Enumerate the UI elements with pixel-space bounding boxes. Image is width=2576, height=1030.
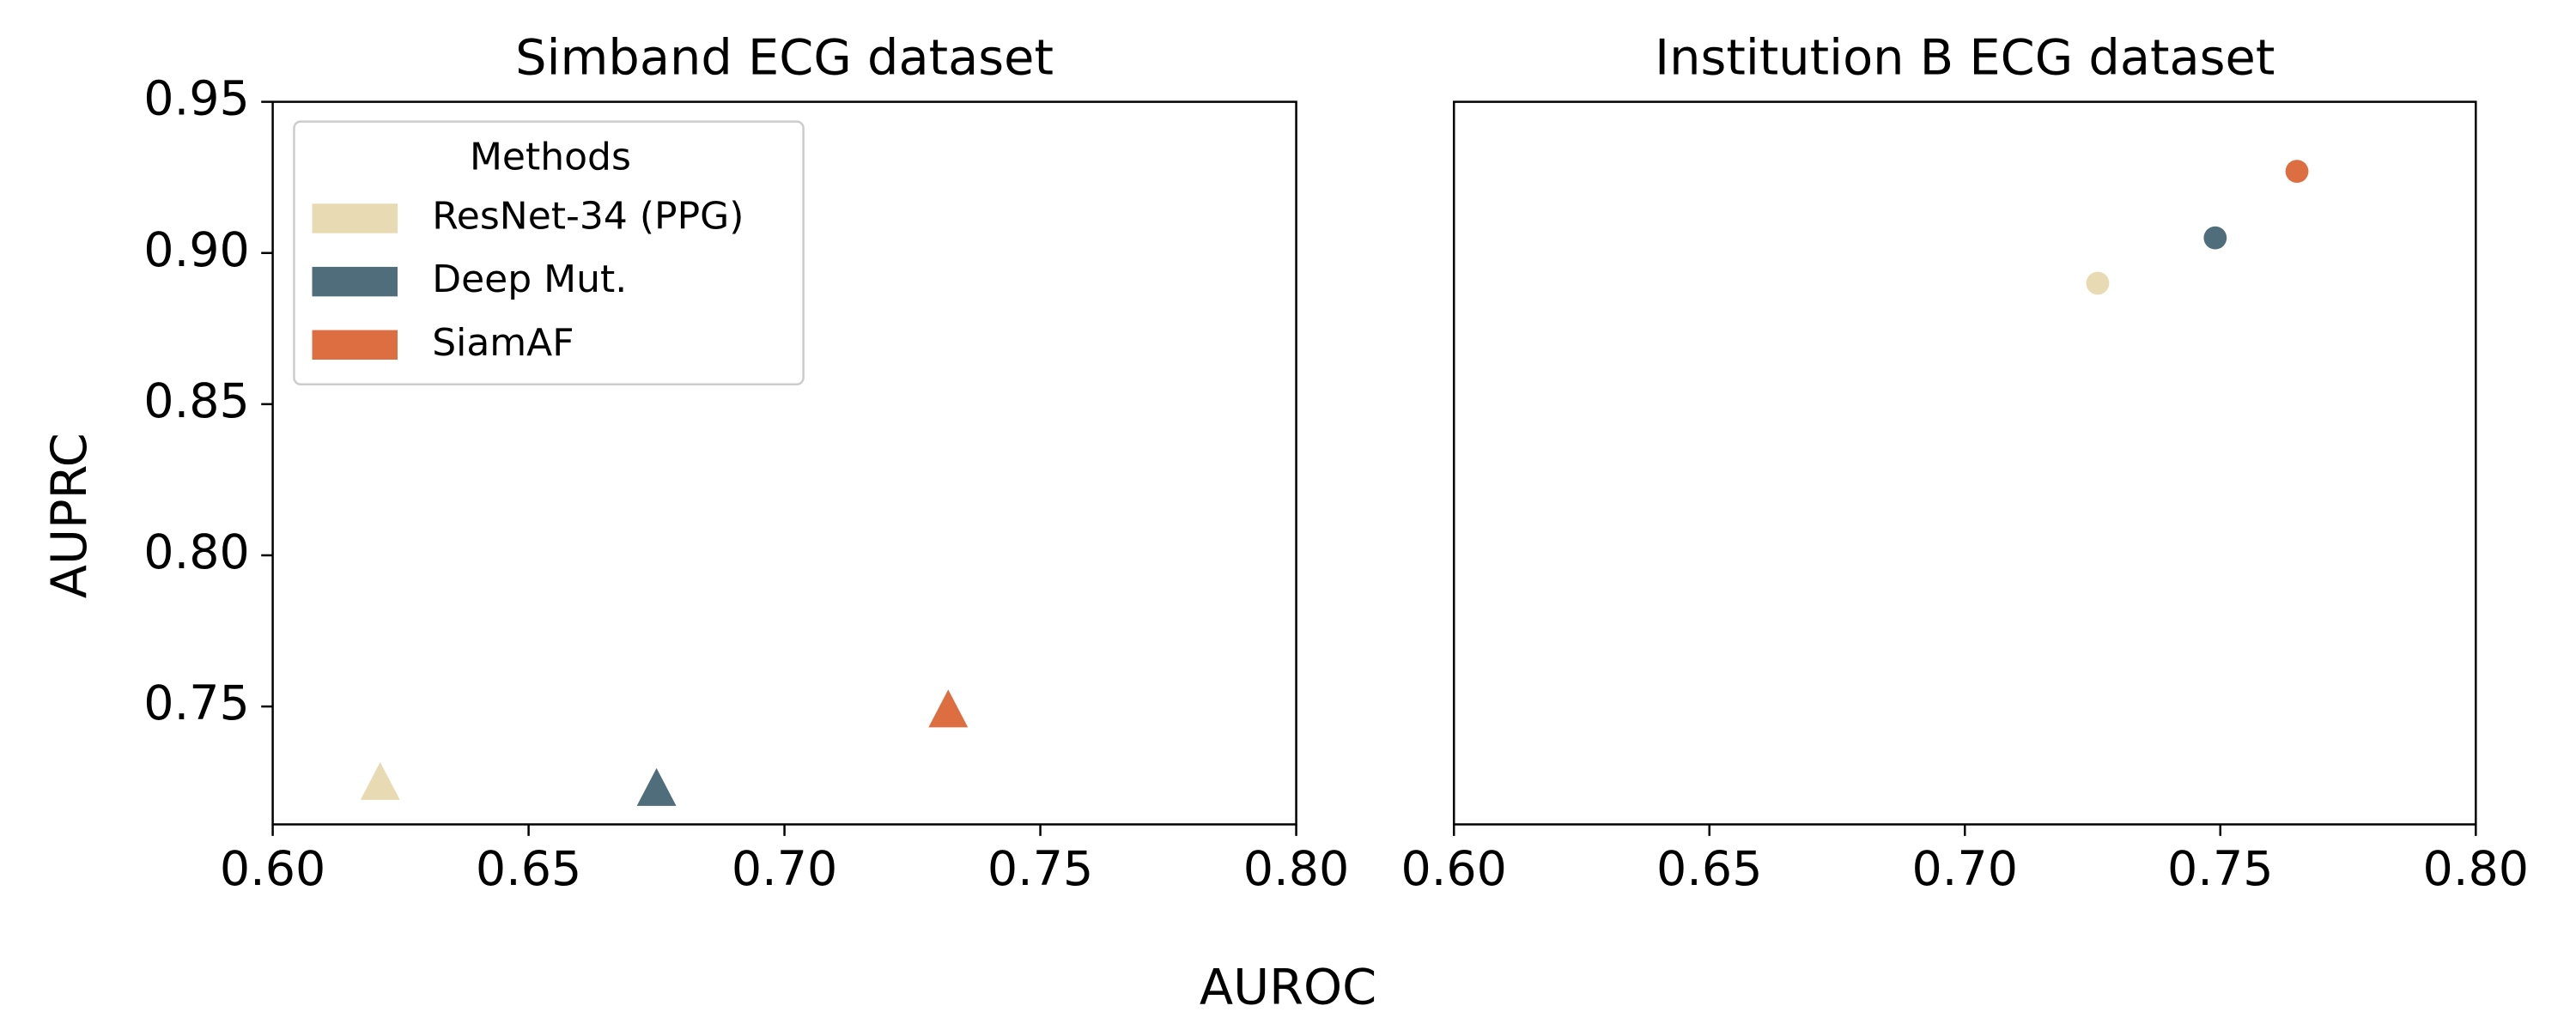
legend-title: Methods — [470, 136, 631, 179]
triangle-point — [360, 761, 400, 800]
legend-swatch — [312, 266, 398, 297]
subplot-title: Institution B ECG dataset — [1655, 28, 2275, 86]
x-tick-label: 0.65 — [476, 842, 582, 897]
subplot-title: Simband ECG dataset — [515, 28, 1054, 86]
x-tick-label: 0.70 — [1912, 842, 2019, 897]
circle-point — [2203, 226, 2227, 250]
subplot: Institution B ECG dataset 0.60 0.65 0.70 0.7… — [1400, 28, 2529, 897]
x-tick-label: 0.65 — [1656, 842, 1763, 897]
subplot: Simband ECG dataset 0.60 0.65 0.70 0.75 0.80 0… — [143, 28, 1349, 897]
circle-point — [2285, 160, 2309, 184]
y-axis-label: AUPRC — [40, 433, 98, 598]
circle-point — [2086, 271, 2110, 295]
x-tick-label: 0.60 — [220, 842, 326, 897]
y-tick-label: 0.90 — [143, 223, 250, 278]
legend: Methods ResNet-34 (PPG) Deep Mut. SiamAF — [293, 120, 805, 385]
legend-box — [293, 120, 805, 385]
legend-label: SiamAF — [432, 321, 574, 365]
legend-label: ResNet-34 (PPG) — [432, 194, 744, 238]
triangle-point — [928, 689, 969, 728]
legend-swatch — [312, 203, 398, 233]
y-tick-label: 0.80 — [143, 525, 250, 580]
x-tick-label: 0.75 — [2167, 842, 2274, 897]
x-tick-label: 0.75 — [987, 842, 1094, 897]
triangle-point — [636, 767, 677, 806]
y-tick-label: 0.85 — [143, 374, 250, 429]
y-tick-label: 0.95 — [143, 72, 250, 127]
x-tick-label: 0.80 — [2423, 842, 2530, 897]
x-tick-label: 0.70 — [732, 842, 838, 897]
plot-frame — [1452, 100, 2477, 826]
x-axis-label: AUROC — [1200, 958, 1376, 1015]
x-tick-label: 0.80 — [1243, 842, 1350, 897]
y-tick-label: 0.75 — [143, 676, 250, 731]
x-tick-label: 0.60 — [1400, 842, 1507, 897]
legend-label: Deep Mut. — [432, 258, 627, 301]
legend-swatch — [312, 330, 398, 360]
plot-frame — [271, 100, 1297, 826]
